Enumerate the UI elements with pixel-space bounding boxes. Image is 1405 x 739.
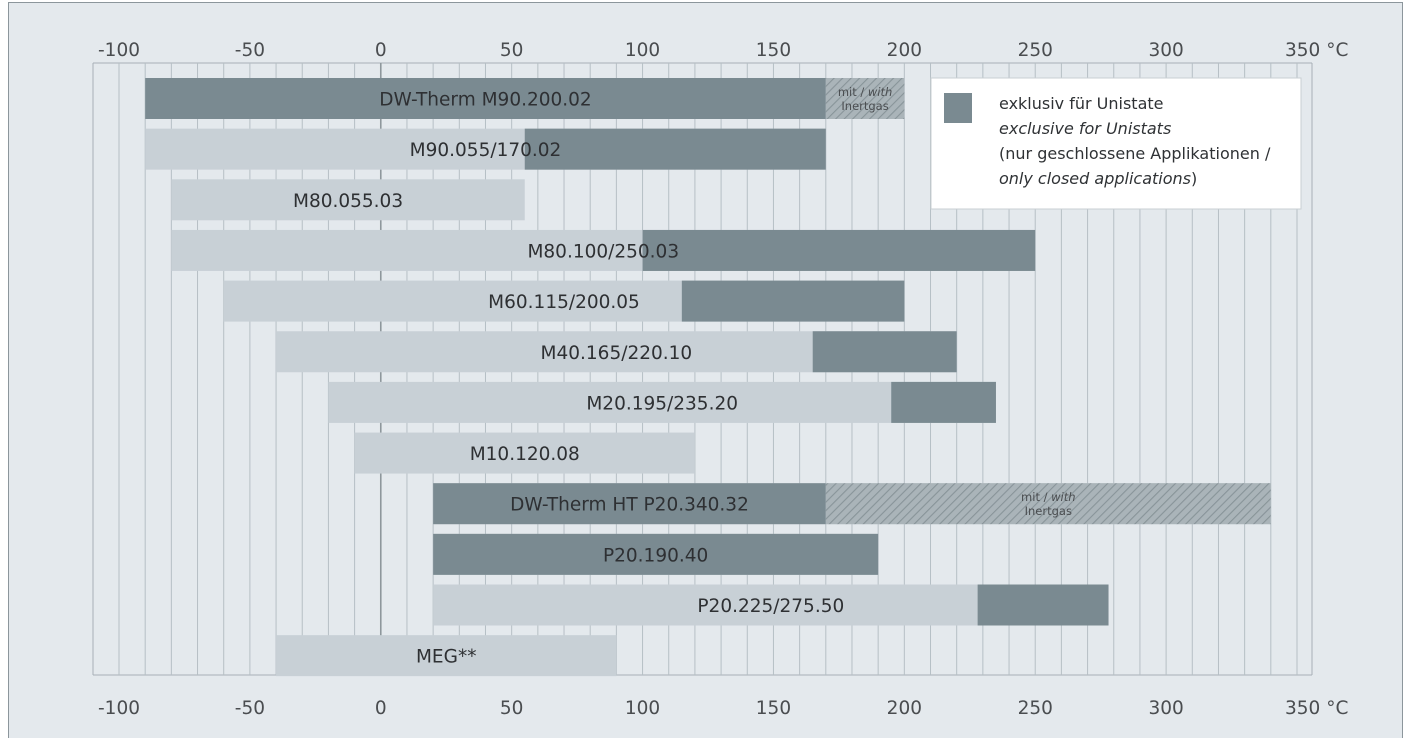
tick-label-bottom: 0 xyxy=(375,698,387,719)
axis-ticks: -100 -100 -50 -50 0 0 50 50 100 100 150 150 200 200 25… xyxy=(98,40,1348,719)
tick-label-bottom: 350 °C xyxy=(1285,698,1348,719)
bar-exclusive-range xyxy=(433,483,826,525)
tick-label-top: 50 xyxy=(500,40,524,61)
bar-exclusive-range xyxy=(812,331,957,373)
tick-label-bottom: -50 xyxy=(235,698,265,719)
tick-label-top: 250 xyxy=(1018,40,1053,61)
bar-label: DW-Therm HT P20.340.32 xyxy=(510,495,749,516)
tick-label-top: 300 xyxy=(1148,40,1183,61)
tick-label-bottom: 100 xyxy=(625,698,660,719)
tick-label-bottom: -100 xyxy=(98,698,140,719)
tick-label-bottom: 200 xyxy=(887,698,922,719)
legend-line-3: (nur geschlossene Applikationen / xyxy=(999,144,1271,163)
tick-label-top: 350 °C xyxy=(1285,40,1348,61)
legend-line-4-italic: only closed applications xyxy=(999,169,1191,188)
inertgas-note-line-2: Inertgas xyxy=(841,99,888,113)
inertgas-note-line-2: Inertgas xyxy=(1025,504,1072,518)
inertgas-note-mit: mit / xyxy=(838,85,868,99)
bar-label: P20.190.40 xyxy=(603,545,708,566)
bar-exclusive-range xyxy=(524,128,826,170)
legend: exklusiv für Unistate exclusive for Unis… xyxy=(930,77,1302,210)
bar-label: M80.055.03 xyxy=(293,191,403,212)
bar-label: M10.120.08 xyxy=(470,444,580,465)
inertgas-note-mit: mit / xyxy=(1021,490,1051,504)
bar-label: M60.115/200.05 xyxy=(488,292,640,313)
tick-label-bottom: 300 xyxy=(1148,698,1183,719)
bar-label: MEG** xyxy=(416,647,477,668)
tick-label-top: 200 xyxy=(887,40,922,61)
tick-label-top: 150 xyxy=(756,40,791,61)
bar-standard-range xyxy=(328,381,996,423)
legend-swatch xyxy=(944,93,972,123)
tick-label-top: -50 xyxy=(235,40,265,61)
bar-label: DW-Therm M90.200.02 xyxy=(379,90,591,111)
legend-line-4-end: ) xyxy=(1191,169,1197,188)
legend-box xyxy=(930,77,1302,210)
bar-inertgas-range xyxy=(825,483,1271,525)
bar-standard-range xyxy=(354,432,695,474)
inertgas-note-line-1: mit / with xyxy=(838,85,893,99)
bar-label: P20.225/275.50 xyxy=(697,596,844,617)
bar-exclusive-range xyxy=(433,533,879,575)
tick-label-bottom: 150 xyxy=(756,698,791,719)
inertgas-note-with: with xyxy=(868,85,892,99)
tick-label-top: -100 xyxy=(98,40,140,61)
bar-exclusive-range xyxy=(977,584,1109,626)
bar-label: M80.100/250.03 xyxy=(527,241,679,262)
tick-label-bottom: 250 xyxy=(1018,698,1053,719)
bar-label: M90.055/170.02 xyxy=(410,140,562,161)
inertgas-note-with: with xyxy=(1051,490,1075,504)
tick-label-top: 0 xyxy=(375,40,387,61)
bar-exclusive-range xyxy=(642,229,1036,271)
bar-exclusive-range xyxy=(145,78,826,119)
tick-label-bottom: 50 xyxy=(500,698,524,719)
chart-frame: mit / with Inertgas DW-Therm M90.200.02 M90… xyxy=(8,2,1403,738)
bar-label: M20.195/235.20 xyxy=(586,393,738,414)
inertgas-note-line-1: mit / with xyxy=(1021,490,1076,504)
legend-line-4: only closed applications) xyxy=(999,169,1197,188)
bar-inertgas-range xyxy=(825,78,905,119)
bar-standard-range xyxy=(171,179,525,221)
bar-exclusive-range xyxy=(681,280,905,322)
tick-label-top: 100 xyxy=(625,40,660,61)
legend-line-2: exclusive for Unistats xyxy=(999,119,1171,138)
bar-standard-range xyxy=(276,635,617,677)
legend-line-1: exklusiv für Unistate xyxy=(999,94,1163,113)
bar-label: M40.165/220.10 xyxy=(541,343,693,364)
bar-exclusive-range xyxy=(891,381,996,423)
